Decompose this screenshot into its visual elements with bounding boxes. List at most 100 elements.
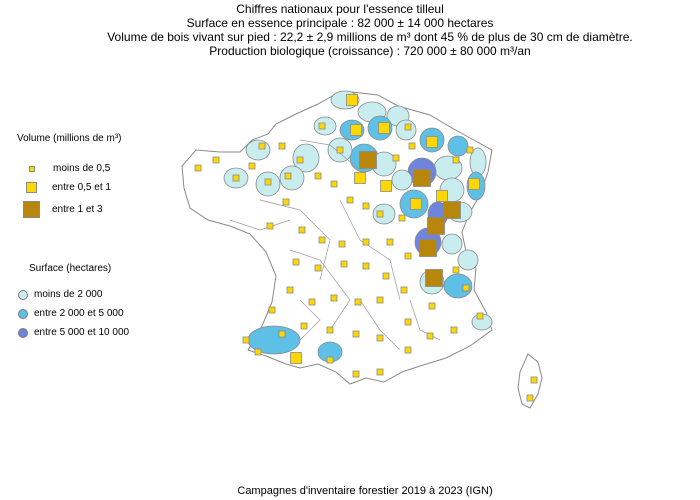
volume-marker-medium-15 <box>468 178 480 190</box>
volume-marker-small-45 <box>340 260 348 268</box>
volume-marker-small-30 <box>330 180 338 188</box>
volume-marker-small-35 <box>282 198 290 206</box>
volume-marker-medium-0 <box>346 94 358 106</box>
department-border-7 <box>299 299 321 341</box>
legend-surface-high-swatch <box>18 327 28 338</box>
legend-volume-small-swatch <box>29 165 35 172</box>
department-low-27 <box>372 203 396 225</box>
volume-marker-small-42 <box>404 252 412 260</box>
volume-marker-small-50 <box>308 298 316 306</box>
volume-marker-small-20 <box>408 142 416 150</box>
department-low-24 <box>292 143 320 173</box>
legend-surface-high: entre 5 000 et 10 000 <box>18 327 129 338</box>
volume-marker-small-69 <box>254 348 262 356</box>
volume-marker-small-56 <box>452 266 460 274</box>
volume-marker-small-74 <box>526 394 534 402</box>
volume-marker-small-28 <box>258 142 266 150</box>
volume-marker-small-18 <box>466 146 474 154</box>
volume-marker-small-67 <box>278 330 286 338</box>
volume-marker-small-62 <box>376 334 384 342</box>
department-border-3 <box>289 249 351 331</box>
volume-marker-large-8 <box>443 201 461 219</box>
volume-marker-large-7 <box>413 169 431 187</box>
volume-marker-small-53 <box>376 296 384 304</box>
volume-marker-small-5 <box>318 122 326 130</box>
legend-surface-low-label: moins de 2 000 <box>34 289 103 300</box>
volume-marker-small-75 <box>212 156 220 164</box>
volume-marker-large-11 <box>425 269 443 287</box>
volume-marker-small-39 <box>338 240 346 248</box>
volume-marker-small-52 <box>354 298 362 306</box>
volume-marker-medium-1 <box>378 122 390 134</box>
volume-marker-large-6 <box>359 151 377 169</box>
legend-surface-low: moins de 2 000 <box>18 289 102 300</box>
volume-marker-medium-3 <box>426 136 438 148</box>
volume-marker-small-37 <box>298 226 306 234</box>
volume-marker-medium-16 <box>290 352 302 364</box>
volume-marker-medium-2 <box>350 124 362 136</box>
volume-marker-small-54 <box>404 318 412 326</box>
volume-marker-small-76 <box>194 164 202 172</box>
volume-marker-small-33 <box>376 210 384 218</box>
volume-marker-small-19 <box>452 156 460 164</box>
department-mid-8 <box>447 135 469 157</box>
volume-marker-large-9 <box>427 217 445 235</box>
corsica-outline <box>517 353 543 409</box>
legend-volume-small: moins de 0,5 <box>29 163 110 174</box>
volume-marker-small-34 <box>398 214 406 222</box>
volume-marker-small-63 <box>352 330 360 338</box>
department-border-1 <box>259 199 331 281</box>
department-border-2 <box>339 199 401 301</box>
legend-volume-small-label: moins de 0,5 <box>53 163 111 174</box>
volume-marker-small-55 <box>428 302 436 310</box>
legend-surface-high-label: entre 5 000 et 10 000 <box>34 327 130 338</box>
map-header: Chiffres nationaux pour l'essence tilleu… <box>0 2 700 58</box>
volume-marker-small-57 <box>462 284 470 292</box>
legend-surface-mid-label: entre 2 000 et 5 000 <box>34 308 124 319</box>
volume-marker-small-40 <box>362 238 370 246</box>
legend-surface-title: Surface (hectares) <box>29 263 112 274</box>
volume-marker-small-51 <box>330 294 338 302</box>
volume-marker-small-27 <box>232 174 240 182</box>
volume-marker-small-25 <box>264 178 272 186</box>
volume-marker-medium-13 <box>380 180 392 192</box>
volume-marker-small-29 <box>314 172 322 180</box>
volume-marker-small-47 <box>382 272 390 280</box>
volume-marker-small-60 <box>426 332 434 340</box>
legend-volume-medium: entre 0,5 et 1 <box>26 182 111 193</box>
department-low-25 <box>279 165 305 191</box>
legend-volume-large: entre 1 et 3 <box>23 201 103 218</box>
volume-marker-small-21 <box>392 154 400 162</box>
volume-marker-large-10 <box>419 239 437 257</box>
volume-marker-small-44 <box>314 264 322 272</box>
volume-marker-small-24 <box>284 172 292 180</box>
department-border-4 <box>359 299 401 351</box>
volume-marker-medium-12 <box>436 190 448 202</box>
volume-marker-small-22 <box>336 146 344 154</box>
volume-marker-small-64 <box>326 326 334 334</box>
department-low-18 <box>441 233 463 255</box>
department-low-19 <box>457 249 479 271</box>
volume-marker-small-43 <box>292 258 300 266</box>
department-low-28 <box>391 169 413 191</box>
volume-marker-small-59 <box>450 326 458 334</box>
legend-volume-large-label: entre 1 et 3 <box>52 204 103 215</box>
volume-marker-small-48 <box>400 286 408 294</box>
volume-marker-small-38 <box>318 236 326 244</box>
volume-marker-small-31 <box>346 196 354 204</box>
map-footer: Campagnes d'inventaire forestier 2019 à … <box>0 485 700 497</box>
volume-marker-medium-17 <box>410 198 422 210</box>
volume-marker-small-77 <box>278 142 286 150</box>
volume-marker-small-68 <box>242 336 250 344</box>
volume-stat: Volume de bois vivant sur pied : 22,2 ± … <box>107 30 633 44</box>
volume-marker-small-72 <box>376 368 384 376</box>
legend-volume-large-swatch <box>23 201 40 218</box>
volume-marker-small-58 <box>476 312 484 320</box>
volume-marker-small-61 <box>404 346 412 354</box>
volume-marker-small-49 <box>286 286 294 294</box>
department-low-34 <box>245 139 271 161</box>
volume-marker-small-65 <box>300 322 308 330</box>
source-note: Campagnes d'inventaire forestier 2019 à … <box>237 485 493 497</box>
volume-marker-small-70 <box>326 356 334 364</box>
